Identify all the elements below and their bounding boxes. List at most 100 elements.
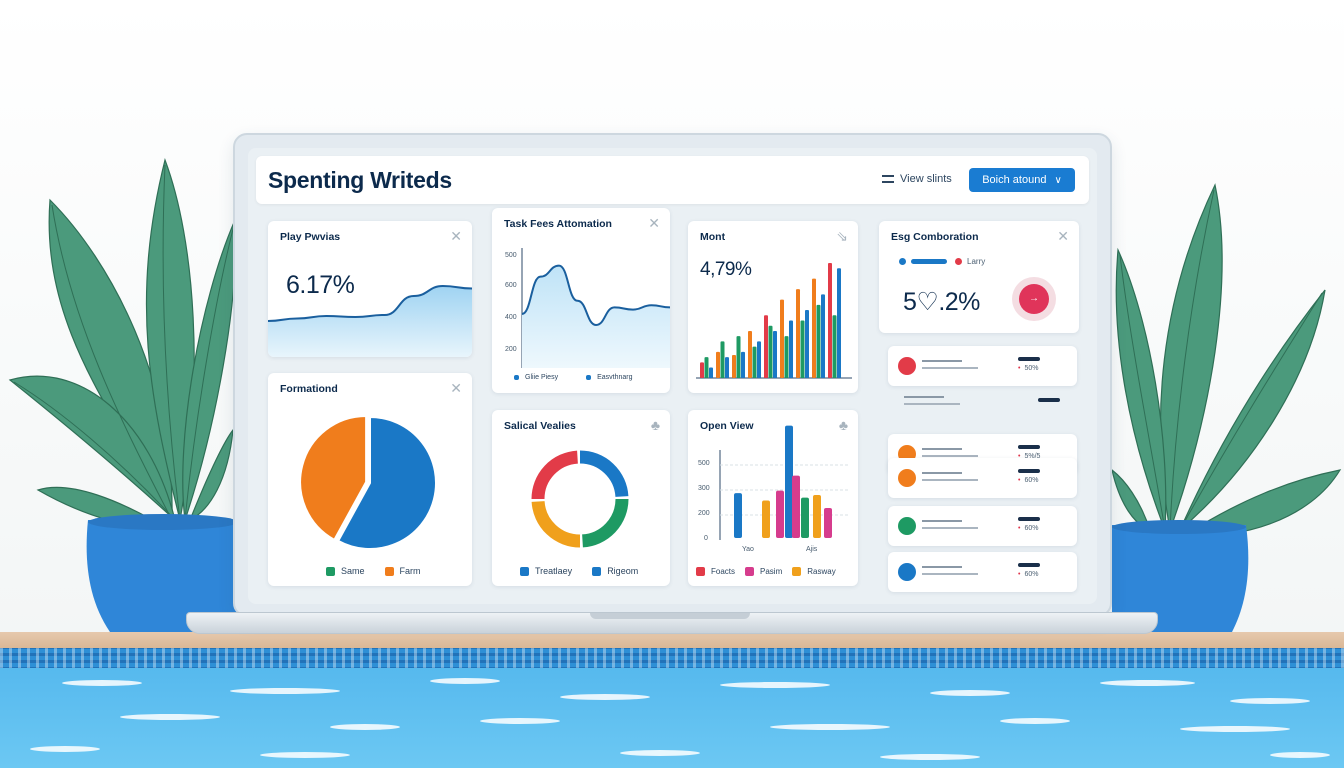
bar: [709, 367, 713, 378]
close-icon[interactable]: ✕: [450, 228, 462, 244]
bar: [780, 299, 784, 378]
placeholder-line: [922, 455, 978, 457]
placeholder-line: [922, 566, 962, 568]
card-salical: Salical Vealies ♣ Treatlaey Rigeom: [492, 410, 670, 586]
pie-chart: [299, 415, 437, 550]
series-line: [521, 264, 670, 327]
bar: [700, 362, 704, 378]
legend-swatch: [384, 566, 394, 576]
placeholder-line: [1018, 469, 1040, 473]
bar: [816, 304, 821, 378]
area-line: [268, 284, 472, 322]
legend-swatch: [586, 375, 592, 380]
card-esg: Esg Comboration ✕ Larry 5♡.2% →: [879, 221, 1079, 333]
record-button-ring[interactable]: →: [1012, 277, 1056, 321]
legend-label: Pasim: [760, 567, 783, 576]
legend-swatch: [792, 567, 802, 576]
list-item[interactable]: • 50%: [888, 346, 1077, 386]
legend-item: Easvthnarg: [586, 374, 633, 381]
bar: [776, 490, 784, 538]
area-fill: [522, 265, 670, 368]
list-item[interactable]: [888, 394, 1077, 414]
placeholder-line: [922, 367, 978, 369]
legend-swatch: [520, 566, 529, 576]
list-item[interactable]: • 60%: [888, 506, 1077, 546]
list-item-value: • 60%: [1018, 525, 1039, 532]
card-task: Task Fees Attomation ✕ 500 600 400 200 G…: [492, 208, 670, 393]
bar: [792, 475, 800, 538]
placeholder-line: [922, 472, 962, 474]
status-dot: [898, 357, 916, 375]
placeholder-line: [1018, 563, 1040, 567]
grouped-bar-chart: [719, 425, 848, 540]
tick-label: 300: [698, 485, 710, 492]
legend-label: Farm: [399, 566, 421, 576]
placeholder-line: [904, 396, 944, 398]
close-icon[interactable]: ✕: [1057, 228, 1069, 244]
primary-dropdown-button[interactable]: Boich atound ∨: [969, 168, 1075, 192]
primary-button-label: Boich atound: [982, 174, 1047, 186]
list-item[interactable]: • 60%: [888, 552, 1077, 592]
close-icon[interactable]: ✕: [648, 215, 660, 231]
legend-bar: [911, 259, 947, 264]
pin-icon[interactable]: ♣: [838, 417, 848, 433]
bar: [837, 268, 841, 378]
bar: [773, 330, 777, 378]
legend-item: Treatlaey: [520, 566, 572, 576]
arrow-icon: →: [1019, 284, 1049, 314]
pie-slice: [299, 415, 368, 542]
value-text: 5%/5: [1024, 453, 1041, 460]
placeholder-line: [922, 448, 962, 450]
page-title: Spenting Writeds: [268, 167, 452, 193]
legend-label: Gliie Piesy: [525, 374, 559, 381]
placeholder-line: [922, 479, 978, 481]
legend-label: Easvthnarg: [597, 374, 633, 381]
bar: [768, 325, 773, 378]
x-label: Ajis: [806, 546, 818, 553]
card-title: Open View: [700, 420, 754, 432]
list-item-value: • 50%: [1018, 365, 1039, 372]
legend-label: Treatlaey: [535, 566, 573, 576]
status-dot: [898, 517, 916, 535]
tick-label: 200: [698, 510, 710, 517]
bar: [725, 357, 729, 378]
placeholder-line: [922, 520, 962, 522]
legend-swatch: [514, 375, 519, 380]
close-icon[interactable]: ✕: [450, 380, 462, 396]
bar: [824, 508, 832, 538]
legend-label: Larry: [967, 257, 986, 266]
donut-segment: [581, 498, 629, 548]
legend-item: Rigeom: [592, 566, 638, 576]
bar: [720, 341, 725, 378]
list-item[interactable]: • 60%: [888, 458, 1077, 498]
value-text: 60%: [1024, 525, 1039, 532]
bar: [789, 320, 793, 378]
legend-swatch: [696, 567, 705, 576]
right-pot: [1112, 525, 1249, 632]
bar: [757, 341, 761, 378]
placeholder-line: [1018, 445, 1040, 449]
legend-dot: [899, 258, 906, 265]
card-play: Play Pwvias ✕ 6.17%: [268, 221, 472, 357]
bar: [805, 310, 809, 378]
pin-icon[interactable]: ♣: [650, 417, 660, 433]
tick-label: 500: [505, 252, 517, 259]
bar: [736, 336, 741, 378]
bar: [813, 494, 821, 538]
bar: [801, 497, 809, 538]
line-chart: [521, 248, 670, 368]
list-item-value: • 60%: [1018, 571, 1039, 578]
legend-label: Rasway: [807, 567, 836, 576]
stat-value: 5♡.2%: [903, 288, 980, 316]
collapse-icon[interactable]: ⇘: [836, 228, 848, 244]
chart-legend: Gliie Piesy Easvthnarg: [514, 374, 633, 381]
right-plant-leaves: [1111, 183, 1342, 537]
card-title: Task Fees Attomation: [504, 218, 612, 230]
bar: [704, 357, 709, 378]
legend-item: Pasim: [745, 567, 782, 576]
card-title: Salical Vealies: [504, 420, 576, 432]
view-link[interactable]: View slints: [882, 173, 952, 185]
value-text: 60%: [1024, 477, 1039, 484]
card-title: Play Pwvias: [280, 231, 341, 243]
donut-chart: [531, 450, 629, 548]
